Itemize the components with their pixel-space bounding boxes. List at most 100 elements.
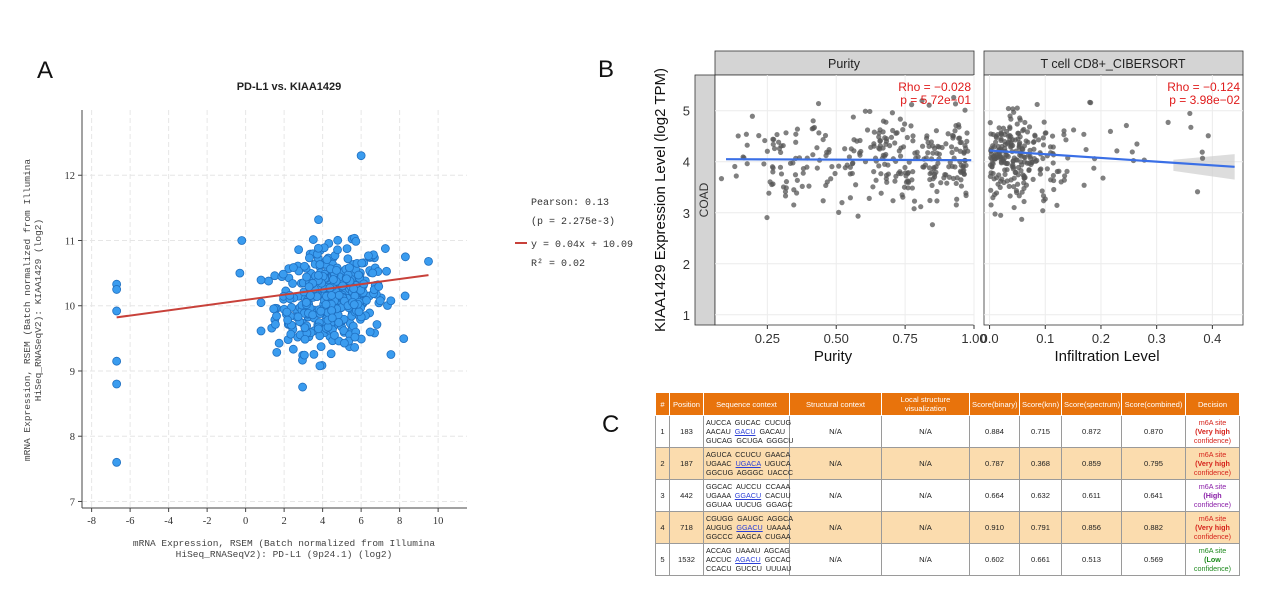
scatter-point	[1050, 160, 1056, 166]
y-tick-label: 10	[65, 302, 76, 313]
cell-position: 1532	[669, 543, 704, 576]
scatter-point	[930, 143, 936, 149]
scatter-point	[1037, 171, 1043, 177]
cell-score-combined: 0.882	[1121, 511, 1186, 544]
panel-b-ylabel: KIAA1429 Expression Level (log2 TPM)	[652, 68, 669, 332]
scatter-point	[315, 331, 325, 341]
scatter-point	[783, 185, 789, 191]
sequence-text: GGUAA	[706, 500, 732, 509]
cell-score-binary: 0.664	[969, 479, 1020, 512]
scatter-point	[1031, 146, 1037, 152]
scatter-point	[1026, 124, 1033, 130]
scatter-point	[271, 319, 280, 329]
scatter-point	[1041, 119, 1047, 125]
motif-text: UGACA	[735, 459, 761, 468]
scatter-point	[960, 163, 967, 169]
motif-text: GACU	[734, 427, 756, 436]
col-header: #	[655, 392, 670, 416]
y-tick-label: 7	[70, 497, 75, 508]
scatter-point	[400, 291, 410, 301]
legend-pvalue: (p = 2.275e-3)	[531, 216, 615, 228]
scatter-point	[349, 300, 359, 310]
scatter-point	[800, 170, 806, 176]
scatter-point	[744, 142, 750, 148]
scatter-point	[269, 304, 279, 314]
scatter-point	[904, 134, 910, 141]
scatter-point	[934, 198, 940, 204]
sequence-text: UGUCA	[764, 459, 791, 468]
decision-confidence: confidence)	[1193, 564, 1232, 573]
scatter-point	[342, 244, 352, 253]
scatter-point	[112, 457, 122, 467]
scatter-point	[814, 145, 820, 151]
table-row: 4 718 CGUGG GAUGC AGGCA AUGUG GGACU UAAAA …	[655, 511, 1240, 544]
cell-score-combined: 0.795	[1121, 447, 1186, 480]
x-tick-label: 1.00	[961, 331, 986, 346]
scatter-point	[1026, 167, 1032, 173]
scatter-point	[1005, 133, 1012, 139]
sequence-text: AACAU	[706, 427, 731, 436]
scatter-point	[330, 330, 339, 340]
cell-score-knn: 0.368	[1019, 447, 1062, 480]
scatter-point	[850, 114, 856, 120]
scatter-point	[922, 162, 929, 168]
scatter-point	[897, 153, 904, 159]
cell-local: N/A	[881, 511, 970, 544]
scatter-point	[301, 298, 311, 307]
scatter-point	[1032, 132, 1038, 138]
sequence-text: GGCCC	[706, 532, 733, 541]
sequence-text: UAAAU	[735, 546, 761, 555]
scatter-point	[308, 310, 318, 320]
scatter-point	[354, 307, 364, 317]
sequence-text: AAGCA	[736, 532, 762, 541]
cell-score-knn: 0.632	[1019, 479, 1062, 512]
scatter-point	[949, 149, 955, 156]
scatter-point	[820, 136, 826, 143]
cell-score-knn: 0.661	[1019, 543, 1062, 576]
scatter-point	[871, 169, 877, 175]
scatter-point	[1061, 128, 1067, 134]
sequence-text: GAUGC	[737, 514, 764, 523]
cell-position: 187	[669, 447, 704, 480]
scatter-point	[857, 152, 863, 158]
scatter-point	[810, 152, 816, 158]
scatter-point	[962, 107, 968, 113]
sequence-text: GUCAG	[706, 436, 733, 445]
scatter-point	[1081, 182, 1087, 188]
scatter-point	[386, 350, 396, 359]
scatter-point	[1005, 105, 1012, 112]
y-tick-label: 4	[683, 155, 690, 170]
scatter-point	[794, 126, 801, 132]
scatter-point	[300, 261, 309, 271]
col-header: Local structure visualization	[881, 392, 970, 416]
scatter-point	[851, 148, 857, 154]
scatter-point	[864, 127, 871, 133]
scatter-point	[811, 124, 818, 131]
y-tick-label: 12	[65, 171, 76, 182]
scatter-point	[961, 171, 967, 177]
scatter-point	[850, 160, 856, 166]
scatter-point	[883, 136, 890, 142]
sequence-text: UGAAA	[706, 491, 731, 500]
scatter-point	[987, 173, 993, 180]
scatter-point	[1013, 169, 1019, 175]
panel-a-ylabel-line1: mRNA Expression, RSEM (Batch normalized …	[22, 159, 33, 461]
scatter-point	[386, 296, 396, 306]
motif-text: AGACU	[735, 555, 761, 564]
x-tick-label: 0.2	[1092, 331, 1110, 346]
scatter-point	[327, 291, 336, 300]
scatter-point	[793, 131, 799, 137]
scatter-point	[953, 146, 959, 152]
scatter-point	[895, 170, 902, 176]
cell-score-combined: 0.870	[1121, 415, 1186, 448]
scatter-point	[399, 334, 409, 344]
scatter-point	[918, 204, 924, 210]
scatter-point	[903, 173, 909, 179]
scatter-point	[934, 150, 940, 156]
sequence-text: CUGAA	[765, 532, 791, 541]
scatter-point	[931, 166, 937, 172]
scatter-point	[1019, 162, 1025, 168]
scatter-point	[909, 102, 915, 108]
scatter-point	[770, 169, 776, 175]
scatter-point	[890, 198, 896, 204]
